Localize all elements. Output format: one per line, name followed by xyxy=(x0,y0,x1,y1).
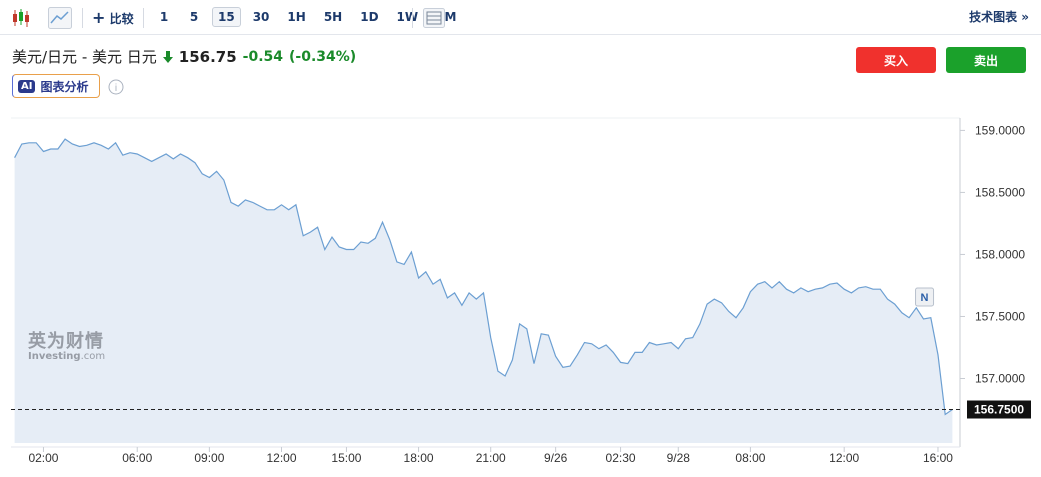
news-marker[interactable]: N xyxy=(915,287,935,307)
x-tick-label: 16:00 xyxy=(923,451,953,465)
change: -0.54 xyxy=(242,48,284,65)
x-tick-label: 12:00 xyxy=(266,451,296,465)
x-tick-label: 12:00 xyxy=(829,451,859,465)
watermark-cn: 英为财情 xyxy=(28,331,104,352)
price: 156.75 xyxy=(178,47,237,66)
svg-text:i: i xyxy=(115,83,117,94)
info-icon[interactable]: i xyxy=(108,79,124,95)
last-price-label: 156.7500 xyxy=(974,403,1024,417)
area-fill xyxy=(14,139,953,443)
area-icon[interactable] xyxy=(48,7,72,29)
change-percent: (-0.34%) xyxy=(289,48,357,65)
price-line xyxy=(14,138,953,416)
x-tick-label: 02:00 xyxy=(28,451,58,465)
x-tick-label: 06:00 xyxy=(122,451,152,465)
interval-button[interactable]: 5H xyxy=(323,10,343,24)
interval-button[interactable]: 15 xyxy=(212,7,241,27)
watermark-en: Investing xyxy=(28,351,81,362)
y-tick-label: 159.0000 xyxy=(975,123,1025,137)
toolbar: + 比较 1 5 15 30 1H 5H 1D 1W 1M 技术图表 » xyxy=(0,0,1041,35)
x-tick-label: 9/28 xyxy=(667,451,691,465)
x-tick-label: 21:00 xyxy=(476,451,506,465)
compare-button[interactable]: + 比较 xyxy=(92,8,134,27)
y-tick-label: 158.5000 xyxy=(975,185,1025,199)
interval-button[interactable]: 30 xyxy=(252,10,270,24)
x-tick-label: 9/26 xyxy=(544,451,568,465)
symbol: 美元/日元 - 美元 日元 xyxy=(12,48,157,66)
ai-analysis-button[interactable]: AI 图表分析 xyxy=(12,74,100,98)
x-tick-label: 15:00 xyxy=(331,451,361,465)
quote-header: 美元/日元 - 美元 日元 156.75 -0.54 (-0.34%) xyxy=(12,46,356,67)
y-tick-label: 157.0000 xyxy=(975,371,1025,385)
compare-label: 比较 xyxy=(109,12,134,26)
y-tick-label: 158.0000 xyxy=(975,247,1025,261)
table-icon[interactable] xyxy=(423,8,445,28)
sell-button[interactable]: 卖出 xyxy=(946,47,1026,73)
watermark-suffix: .com xyxy=(80,351,106,362)
y-tick-label: 157.5000 xyxy=(975,309,1025,323)
last-price-box xyxy=(967,400,1031,419)
interval-button[interactable]: 1H xyxy=(287,10,306,24)
candle-icon[interactable] xyxy=(10,8,32,28)
ai-badge: AI xyxy=(18,79,36,93)
x-tick-label: 08:00 xyxy=(735,451,765,465)
interval-button[interactable]: 5 xyxy=(189,10,199,24)
ai-label: 图表分析 xyxy=(40,79,89,94)
interval-button[interactable]: 1 xyxy=(159,10,169,24)
technical-chart-link[interactable]: 技术图表 » xyxy=(969,10,1029,24)
interval-button[interactable]: 1D xyxy=(360,10,379,24)
news-marker-box xyxy=(915,287,935,307)
watermark: 英为财情 Investing.com xyxy=(28,327,105,362)
down-arrow xyxy=(162,50,173,63)
x-tick-label: 18:00 xyxy=(404,451,434,465)
interval-list: 1 5 15 30 1H 5H 1D 1W 1M xyxy=(152,7,462,27)
news-marker-label: N xyxy=(921,292,929,304)
x-tick-label: 09:00 xyxy=(194,451,224,465)
buy-button[interactable]: 买入 xyxy=(856,47,936,73)
x-tick-label: 02:30 xyxy=(606,451,636,465)
